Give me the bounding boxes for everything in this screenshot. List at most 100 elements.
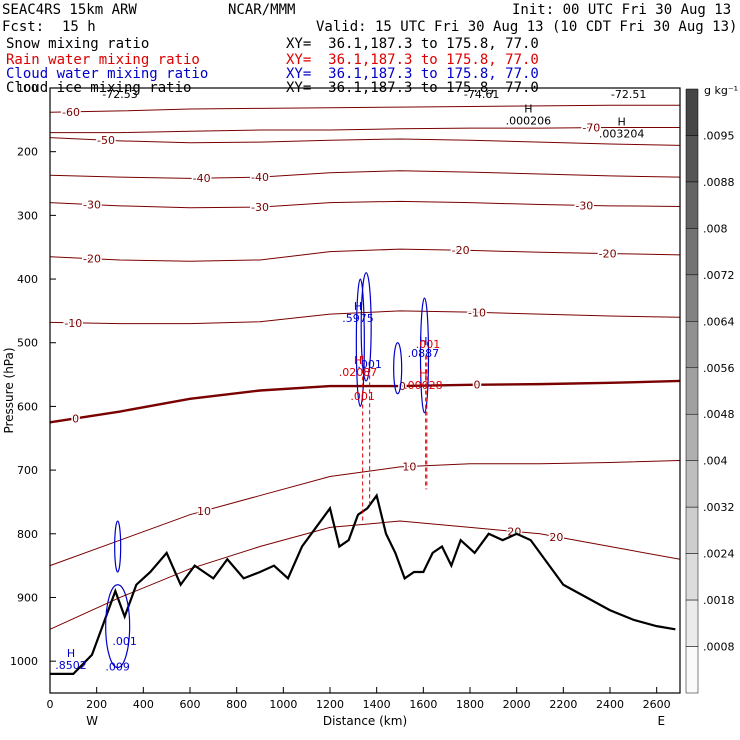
colorbar-label: .0056 <box>703 362 735 375</box>
colorbar-swatch <box>685 274 699 322</box>
x-tick-label: 2600 <box>643 698 671 711</box>
x-tick-label: 800 <box>226 698 247 711</box>
high-value-label: .00028 <box>404 379 443 392</box>
legend-snow-xy: XY= 36.1,187.3 to 175.8, 77.0 <box>286 36 539 52</box>
colorbar-label: .008 <box>703 222 728 235</box>
colorbar-swatch <box>685 228 699 276</box>
high-value-label: .02087 <box>339 366 378 379</box>
colorbar-label: .0095 <box>703 129 735 142</box>
isotherm-label: 10 <box>402 460 416 473</box>
isotherm-label: -30 <box>83 199 101 212</box>
colorbar-swatch <box>685 321 699 369</box>
high-marker: H <box>419 335 427 348</box>
temperature-contours: -70 -60 -50 -40 -40 -30 -30 -30 -20 -20 -20 -10 -10 0… <box>49 88 681 630</box>
colorbar-swatch <box>685 135 699 183</box>
high-value-label: .003204 <box>599 127 645 140</box>
isotherm--40 <box>49 170 681 179</box>
x-tick-label: 1800 <box>456 698 484 711</box>
colorbar-swatch <box>685 460 699 508</box>
y-tick-label: 400 <box>17 273 38 286</box>
isotherm-label: 0 <box>474 379 481 392</box>
cloud-water-contour <box>360 272 372 382</box>
x-tick-label: 1000 <box>269 698 297 711</box>
colorbar-swatch <box>685 553 699 601</box>
x-axis-east-label: E <box>658 714 666 728</box>
isotherm-label: -20 <box>599 248 617 261</box>
high-marker: H <box>524 103 532 116</box>
valid-time: Valid: 15 UTC Fri 30 Aug 13 (10 CDT Fri … <box>316 19 738 35</box>
isotherm-0 <box>49 379 681 424</box>
x-tick-label: 2200 <box>549 698 577 711</box>
y-tick-label: 600 <box>17 400 38 413</box>
isotherm-20 <box>49 520 681 630</box>
y-tick-label: 1000 <box>10 655 38 668</box>
contour-value-label: .009 <box>105 661 130 674</box>
center-title: NCAR/MMM <box>228 2 296 18</box>
contour-value-label: .001 <box>416 338 441 351</box>
top-contour-label: -72.53 <box>102 88 137 101</box>
y-axis-label: Pressure (hPa) <box>2 347 16 433</box>
contour-value-label: .001 <box>357 358 382 371</box>
plot-border <box>49 87 681 694</box>
isotherm-label: -20 <box>452 244 470 257</box>
high-marker: H <box>354 300 362 313</box>
x-tick-label: 2000 <box>503 698 531 711</box>
y-tick-label: 900 <box>17 591 38 604</box>
colorbar-swatch <box>685 181 699 229</box>
legend-cloudwater-xy: XY= 36.1,187.3 to 175.8, 77.0 <box>286 66 539 82</box>
isotherm--70 <box>50 126 680 134</box>
isotherm--50 <box>49 137 681 146</box>
x-tick-label: 200 <box>86 698 107 711</box>
colorbar-swatch <box>685 367 699 415</box>
colorbar-unit: g kg⁻¹ <box>704 84 738 97</box>
colorbar-label: .004 <box>703 455 728 468</box>
x-axis-label: Distance (km) <box>323 714 407 728</box>
isotherm--60 <box>49 104 680 113</box>
isotherm-label: -60 <box>62 106 80 119</box>
terrain-profile <box>50 493 676 675</box>
isotherm-label: -20 <box>83 253 101 266</box>
colorbar-swatch <box>685 506 699 554</box>
top-contour-label: -74.61 <box>464 88 499 101</box>
isotherm--30 <box>49 200 681 209</box>
colorbar-swatch <box>685 413 699 461</box>
isotherm-label: -30 <box>251 201 269 214</box>
top-contour-label: -72.51 <box>611 88 646 101</box>
cloud-water-contour <box>114 520 122 573</box>
x-tick-label: 600 <box>180 698 201 711</box>
high-value-label: .8502 <box>55 659 87 672</box>
isotherm-label: -10 <box>468 306 486 319</box>
y-tick-label: 500 <box>17 337 38 350</box>
y-tick-label: 300 <box>17 209 38 222</box>
high-value-label: .000206 <box>506 115 552 128</box>
colorbar-label: .0064 <box>703 315 735 328</box>
y-tick-label: 700 <box>17 464 38 477</box>
y-tick-label: 200 <box>17 146 38 159</box>
legend-rain-label: Rain water mixing ratio <box>6 52 200 68</box>
isotherm-label: -40 <box>251 171 269 184</box>
x-tick-label: 1200 <box>316 698 344 711</box>
cloud-water-contour <box>419 297 430 414</box>
isotherm-10 <box>49 460 681 567</box>
isotherm--10 <box>49 310 681 325</box>
isotherm-label: 0 <box>399 380 406 393</box>
isotherm-label: -50 <box>97 134 115 147</box>
hydrometeor-contours: H.8502H.5975H.02087H.0887H.00028H.000206… <box>55 103 644 674</box>
high-marker: H <box>419 367 427 380</box>
high-marker: H <box>354 354 362 367</box>
axes: 0 200 400 600 800 1000 1200 1400 1600 1800 2000 220… <box>2 82 671 728</box>
colorbar-label: .0018 <box>703 594 735 607</box>
isotherm-label: -40 <box>193 172 211 185</box>
colorbar-swatch <box>685 88 699 136</box>
colorbar-label: .0072 <box>703 269 735 282</box>
colorbar-label: .0048 <box>703 408 735 421</box>
high-value-label: .0887 <box>408 347 440 360</box>
colorbar-label: .0024 <box>703 548 735 561</box>
isotherm-label: 0 <box>72 412 79 425</box>
model-title: SEAC4RS 15km ARW <box>2 2 137 18</box>
high-marker: H <box>618 115 626 128</box>
cloud-water-contour <box>393 342 403 395</box>
plot-frame <box>49 87 681 694</box>
x-tick-label: 2400 <box>596 698 624 711</box>
